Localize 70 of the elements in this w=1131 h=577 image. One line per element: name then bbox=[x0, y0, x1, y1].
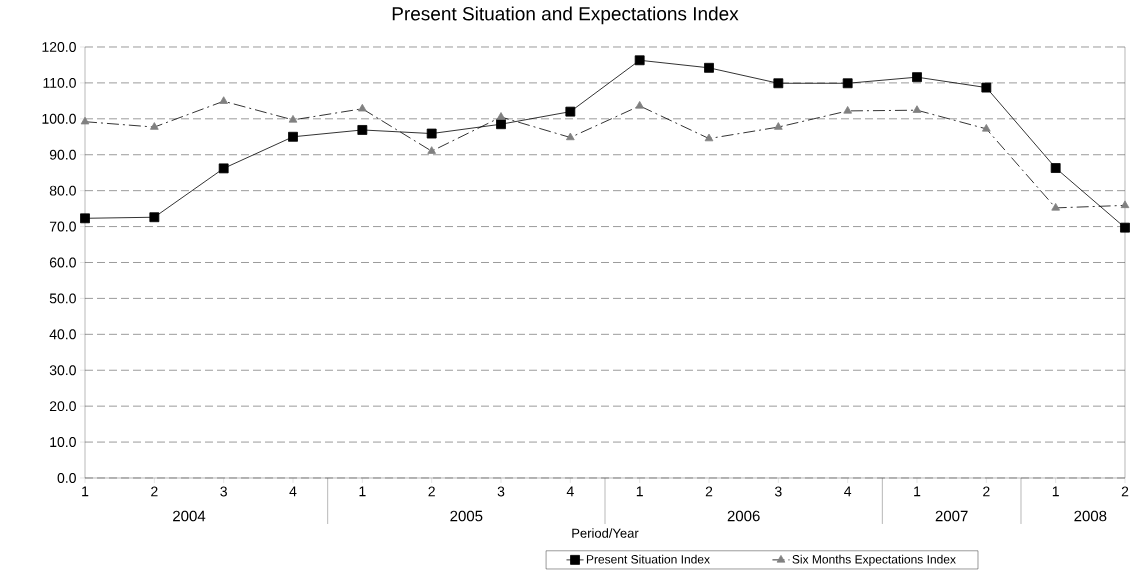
point bbox=[842, 78, 853, 89]
y-tick-label: 90.0 bbox=[49, 149, 76, 160]
point bbox=[1051, 203, 1060, 211]
point bbox=[982, 123, 991, 132]
point bbox=[358, 103, 367, 112]
x-tick-label: 4 bbox=[566, 486, 574, 497]
x-tick-label: 1 bbox=[82, 486, 89, 497]
point bbox=[912, 105, 922, 113]
y-tick-label: 10.0 bbox=[50, 437, 76, 448]
x-tick-label: 2 bbox=[1121, 486, 1129, 497]
y-tick-label: 40.0 bbox=[49, 329, 76, 340]
x-tick-label: 2 bbox=[983, 486, 990, 497]
x-tick-label: 3 bbox=[220, 486, 227, 497]
text: 2007 bbox=[935, 510, 968, 522]
point bbox=[218, 163, 229, 174]
point bbox=[774, 122, 783, 130]
x-tick-label: 1 bbox=[1052, 486, 1059, 497]
point bbox=[427, 146, 436, 154]
x-tick-label: 4 bbox=[844, 486, 852, 497]
point bbox=[981, 82, 992, 93]
point bbox=[80, 213, 90, 224]
y-tick-label: 60.0 bbox=[49, 257, 76, 268]
y-tick-label: 100.0 bbox=[42, 113, 76, 124]
point bbox=[496, 119, 506, 130]
point bbox=[704, 133, 714, 142]
legend-label: Present Situation Index bbox=[586, 554, 710, 564]
text: 2004 bbox=[173, 510, 206, 522]
x-tick-label: 4 bbox=[289, 486, 297, 497]
x-tick-label: 1 bbox=[359, 486, 366, 497]
x-tick-label: 2 bbox=[705, 486, 713, 497]
point bbox=[426, 128, 437, 139]
point bbox=[219, 96, 228, 104]
point bbox=[149, 212, 160, 223]
y-tick-label: 50.0 bbox=[49, 293, 76, 304]
point bbox=[773, 78, 784, 89]
point bbox=[288, 131, 298, 142]
x-tick-label: 2 bbox=[151, 486, 158, 497]
chart-title: Present Situation and Expectations Index bbox=[392, 6, 739, 25]
point bbox=[634, 55, 645, 66]
point bbox=[565, 106, 576, 117]
point bbox=[1050, 163, 1061, 173]
y-tick-label: 110.0 bbox=[43, 77, 76, 88]
point bbox=[843, 106, 852, 114]
y-tick-label: 70.0 bbox=[49, 221, 76, 232]
y-tick-label: 120.0 bbox=[42, 42, 76, 52]
point bbox=[357, 125, 368, 135]
x-axis-title: Period/Year bbox=[572, 528, 639, 538]
text: 2006 bbox=[727, 510, 760, 522]
y-tick-label: 30.0 bbox=[49, 365, 76, 376]
x-tick-label: 1 bbox=[914, 486, 921, 497]
y-tick-label: 80.0 bbox=[49, 185, 76, 196]
point bbox=[150, 122, 159, 130]
point bbox=[704, 62, 714, 73]
x-tick-label: 2 bbox=[428, 486, 435, 497]
x-tick-label: 3 bbox=[774, 486, 782, 497]
point bbox=[1120, 222, 1130, 233]
point bbox=[288, 115, 298, 123]
y-tick-label: 0.0 bbox=[57, 473, 76, 483]
point bbox=[566, 132, 575, 141]
point bbox=[635, 100, 644, 109]
text: 2008 bbox=[1074, 510, 1107, 522]
y-tick-label: 20.0 bbox=[49, 401, 76, 412]
point bbox=[912, 72, 922, 83]
point bbox=[80, 116, 90, 125]
x-tick-label: 1 bbox=[636, 486, 643, 497]
x-tick-label: 3 bbox=[497, 486, 505, 497]
text: 2005 bbox=[450, 510, 483, 522]
point bbox=[1120, 200, 1130, 209]
legend-label: Six Months Expectations Index bbox=[792, 554, 956, 566]
point bbox=[496, 112, 506, 120]
